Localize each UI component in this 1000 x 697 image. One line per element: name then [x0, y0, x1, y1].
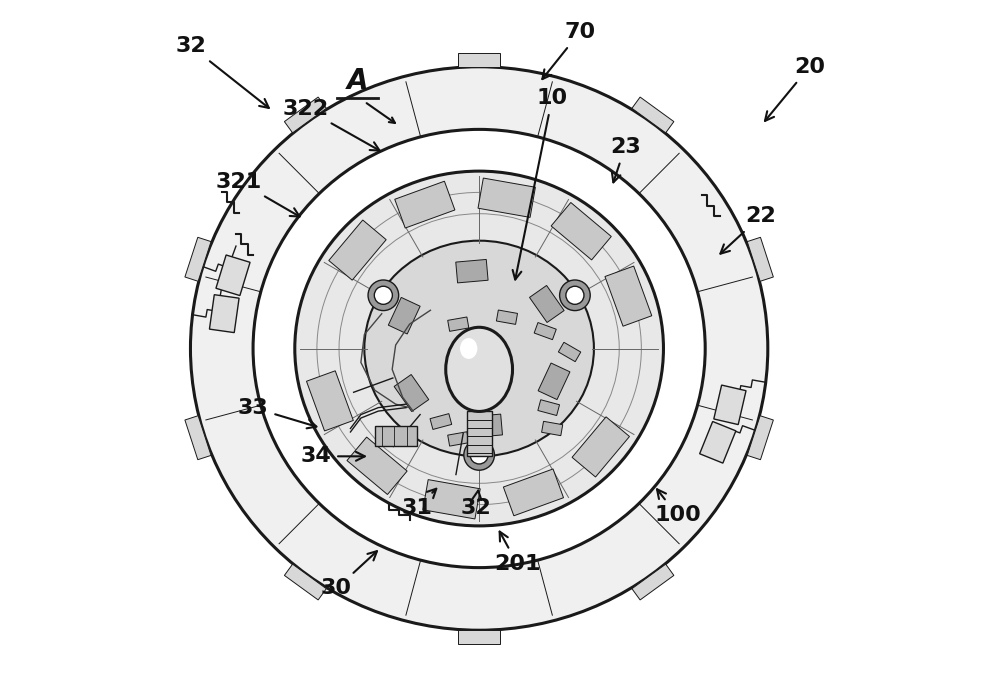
Text: 70: 70	[542, 22, 596, 79]
Polygon shape	[542, 421, 563, 436]
Text: 10: 10	[513, 88, 568, 279]
Text: 33: 33	[238, 397, 316, 429]
Polygon shape	[185, 237, 211, 282]
Polygon shape	[329, 220, 386, 280]
Ellipse shape	[295, 171, 663, 526]
Circle shape	[464, 440, 494, 470]
Text: 23: 23	[610, 137, 641, 183]
Polygon shape	[458, 630, 500, 644]
Polygon shape	[430, 413, 452, 429]
Polygon shape	[470, 414, 502, 438]
Polygon shape	[395, 181, 455, 228]
Text: 22: 22	[720, 206, 776, 254]
Polygon shape	[347, 437, 407, 494]
Text: 321: 321	[216, 171, 300, 217]
Polygon shape	[538, 400, 560, 415]
Ellipse shape	[190, 67, 768, 630]
Polygon shape	[423, 480, 480, 519]
Polygon shape	[458, 53, 500, 67]
Polygon shape	[530, 286, 564, 323]
Polygon shape	[388, 298, 420, 334]
Polygon shape	[306, 371, 353, 431]
Polygon shape	[284, 564, 326, 600]
Polygon shape	[209, 295, 239, 332]
Polygon shape	[216, 255, 250, 296]
Text: A: A	[347, 67, 368, 95]
Circle shape	[471, 385, 481, 395]
Circle shape	[560, 280, 590, 311]
FancyBboxPatch shape	[467, 411, 492, 456]
Polygon shape	[538, 363, 570, 399]
Text: 31: 31	[401, 489, 436, 519]
Polygon shape	[185, 415, 211, 460]
Text: 34: 34	[300, 446, 365, 466]
Polygon shape	[714, 385, 746, 424]
Circle shape	[492, 385, 501, 395]
Ellipse shape	[364, 240, 594, 457]
FancyBboxPatch shape	[375, 427, 417, 446]
Circle shape	[566, 286, 584, 305]
Polygon shape	[605, 266, 652, 326]
Text: 30: 30	[321, 551, 377, 599]
Circle shape	[374, 286, 392, 305]
Text: 322: 322	[282, 98, 380, 151]
Text: 201: 201	[494, 532, 541, 574]
Polygon shape	[478, 178, 535, 217]
Polygon shape	[632, 97, 674, 133]
Circle shape	[460, 372, 470, 381]
Polygon shape	[572, 417, 629, 477]
Ellipse shape	[460, 338, 477, 359]
Polygon shape	[496, 310, 518, 324]
Text: 32: 32	[175, 36, 269, 108]
Text: 100: 100	[654, 489, 701, 526]
Circle shape	[473, 396, 485, 408]
Polygon shape	[534, 323, 556, 339]
Polygon shape	[503, 469, 564, 516]
Polygon shape	[448, 317, 469, 331]
Polygon shape	[632, 564, 674, 600]
Text: 20: 20	[765, 56, 825, 121]
Ellipse shape	[253, 130, 705, 567]
Ellipse shape	[446, 328, 513, 411]
Polygon shape	[700, 422, 736, 463]
Circle shape	[481, 375, 491, 385]
Polygon shape	[448, 431, 469, 446]
Polygon shape	[558, 342, 581, 362]
Circle shape	[368, 280, 399, 311]
Polygon shape	[747, 237, 773, 282]
Polygon shape	[747, 415, 773, 460]
Text: 32: 32	[460, 491, 491, 519]
Polygon shape	[456, 259, 488, 283]
Polygon shape	[551, 203, 611, 260]
Circle shape	[468, 391, 490, 413]
Polygon shape	[394, 374, 429, 411]
Circle shape	[470, 446, 488, 464]
Polygon shape	[284, 97, 326, 133]
